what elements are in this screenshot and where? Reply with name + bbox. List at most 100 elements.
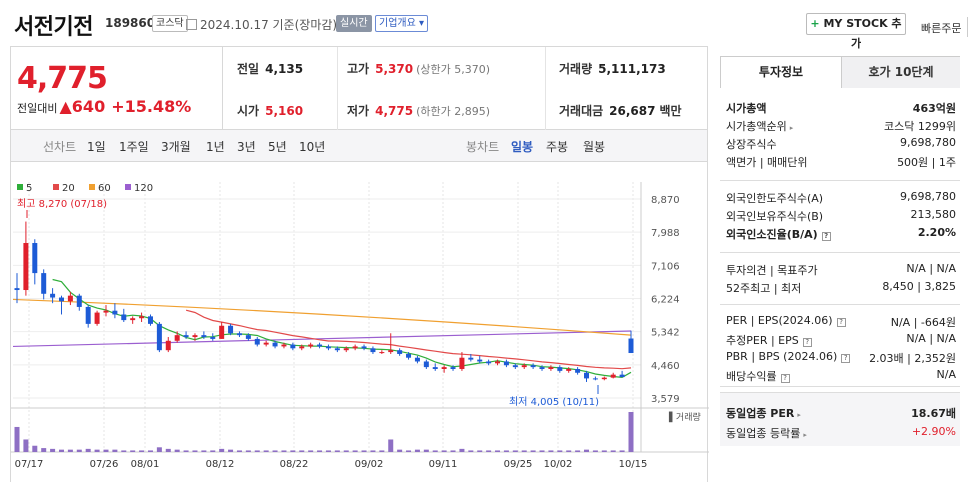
candle-body [58, 297, 64, 302]
x-tick-label: 07/26 [90, 459, 119, 470]
help-icon[interactable]: ? [821, 232, 831, 241]
volume-bar [512, 450, 518, 452]
candle-body [228, 325, 234, 334]
invest-row-label: PER | EPS(2024.06) [726, 314, 833, 327]
sector-rate-row[interactable]: 동일업종 등락률 ▸ +2.90% [726, 425, 956, 441]
invest-row-value: N/A [936, 368, 956, 381]
tab-monthly[interactable]: 월봉 [583, 140, 606, 154]
volume-bar [299, 450, 305, 452]
tab-orderbook[interactable]: 호가 10단계 [841, 57, 960, 88]
tab-5y[interactable]: 5년 [268, 140, 287, 154]
min-price-label: 최저 4,005 (10/11) [509, 396, 599, 408]
price-summary: 4,775 전일대비 ▲640 +15.48% [10, 46, 222, 130]
tab-1y[interactable]: 1년 [206, 140, 225, 154]
sector-rate-value: +2.90% [911, 425, 956, 438]
tab-weekly[interactable]: 주봉 [546, 140, 569, 154]
help-icon[interactable]: ? [836, 318, 846, 327]
tab-daily[interactable]: 일봉 [511, 140, 534, 154]
candle-body [601, 377, 607, 380]
volume-bar [85, 448, 91, 452]
tab-10y[interactable]: 10년 [299, 140, 326, 154]
volume-bar [103, 449, 109, 452]
divider [720, 386, 960, 387]
volume-bar [610, 450, 616, 452]
y-tick-label: 8,870 [651, 195, 680, 206]
volume-bar [592, 450, 598, 452]
volume-bar [575, 450, 581, 452]
invest-row-value: 코스닥 1299위 [884, 120, 956, 133]
price-stats: 전일 4,135 시가 5,160 고가 5,370 (상한가 5,370) 저가 4,7… [222, 46, 708, 131]
help-icon[interactable]: ? [841, 354, 851, 363]
volume-bar [147, 450, 153, 452]
candle-body [397, 350, 403, 354]
line-chart-label: 선차트 [43, 140, 77, 154]
volume-bar [228, 449, 234, 452]
help-icon[interactable]: ? [780, 374, 790, 383]
candle-body [530, 365, 536, 368]
volume-bar [539, 450, 545, 452]
invest-row: 시가총액순위 ▸ 코스닥 1299위 [726, 118, 956, 134]
quick-order-button[interactable]: 빠른주문 [921, 17, 971, 37]
candle-body [334, 348, 340, 351]
candle-body [156, 323, 162, 351]
volume-bar [450, 450, 456, 452]
stat-prev-key: 전일 [237, 62, 260, 76]
price-chart: 8,870 7,988 7,106 6,224 5,342 4,460 3,579 5 20 60… [10, 162, 709, 482]
candle-body [299, 346, 305, 349]
candle-body [85, 306, 91, 324]
help-icon[interactable]: ? [802, 338, 812, 347]
y-tick-label: 5,342 [651, 328, 680, 339]
stat-high-value: 5,370 [375, 62, 414, 76]
x-tick-label: 08/22 [280, 459, 309, 470]
mystock-add-button[interactable]: + MY STOCK 추가 [806, 13, 906, 50]
legend-label: 20 [62, 183, 75, 194]
tab-3m[interactable]: 3개월 [161, 140, 191, 154]
tab-invest-info[interactable]: 투자정보 [721, 57, 841, 88]
candle-body [263, 342, 269, 345]
divider [337, 47, 338, 131]
volume-bar [343, 450, 349, 452]
volume-bar [548, 450, 554, 452]
ma60-line [12, 298, 632, 336]
candle-body [619, 374, 625, 378]
candle-body [317, 344, 323, 347]
stock-code: 189860 [105, 16, 156, 30]
realtime-button[interactable]: 실시간 [336, 15, 372, 32]
candle-body [468, 357, 474, 360]
invest-row-label: 외국인보유주식수(B) [726, 210, 824, 223]
sector-box: 동일업종 PER ▸ 18.67배 동일업종 등락률 ▸ +2.90% [720, 392, 960, 446]
price-change-row: 전일대비 ▲640 +15.48% [17, 97, 191, 116]
candle-chart-label: 봉차트 [466, 140, 500, 154]
candle-body [254, 338, 260, 345]
sector-per-value: 18.67배 [911, 407, 956, 420]
invest-info-panel: 투자정보 호가 10단계 시가총액 463억원 시가총액순위 ▸ 코스닥 1299위 상장… [720, 56, 960, 446]
volume-bar [219, 448, 225, 452]
x-tick-label: 09/25 [504, 459, 533, 470]
sector-per-row[interactable]: 동일업종 PER ▸ 18.67배 [726, 405, 956, 421]
invest-row-label: 시가총액 [726, 102, 767, 115]
volume-bar [192, 450, 198, 452]
volume-bar [530, 450, 536, 452]
stat-low: 저가 4,775 (하한가 2,895) [347, 102, 490, 119]
volume-bar [334, 450, 340, 452]
stat-amount: 거래대금 26,687 백만 [559, 102, 682, 119]
invest-row: 52주최고 | 최저 8,450 | 3,825 [726, 280, 956, 296]
quote-date: 2024.10.17 기준(장마감) [186, 16, 337, 33]
volume-bar [521, 450, 527, 452]
volume-bar [459, 448, 465, 452]
corp-info-dropdown[interactable]: 기업개요 ▾ [375, 15, 429, 32]
candle-body [459, 357, 465, 370]
stat-high-key: 고가 [347, 62, 370, 76]
tab-1d[interactable]: 1일 [87, 140, 106, 154]
invest-row: 외국인보유주식수(B) 213,580 [726, 208, 956, 224]
market-badge: 코스닥 [152, 15, 188, 32]
quote-date-text: 2024.10.17 기준(장마감) [200, 18, 338, 32]
candle-body [147, 316, 153, 324]
candle-body [503, 361, 509, 366]
candle-body [112, 310, 118, 315]
candle-body [103, 310, 109, 313]
tab-3y[interactable]: 3년 [237, 140, 256, 154]
tab-1w[interactable]: 1주일 [119, 140, 149, 154]
volume-bar [58, 449, 64, 452]
candle-body [628, 338, 634, 354]
